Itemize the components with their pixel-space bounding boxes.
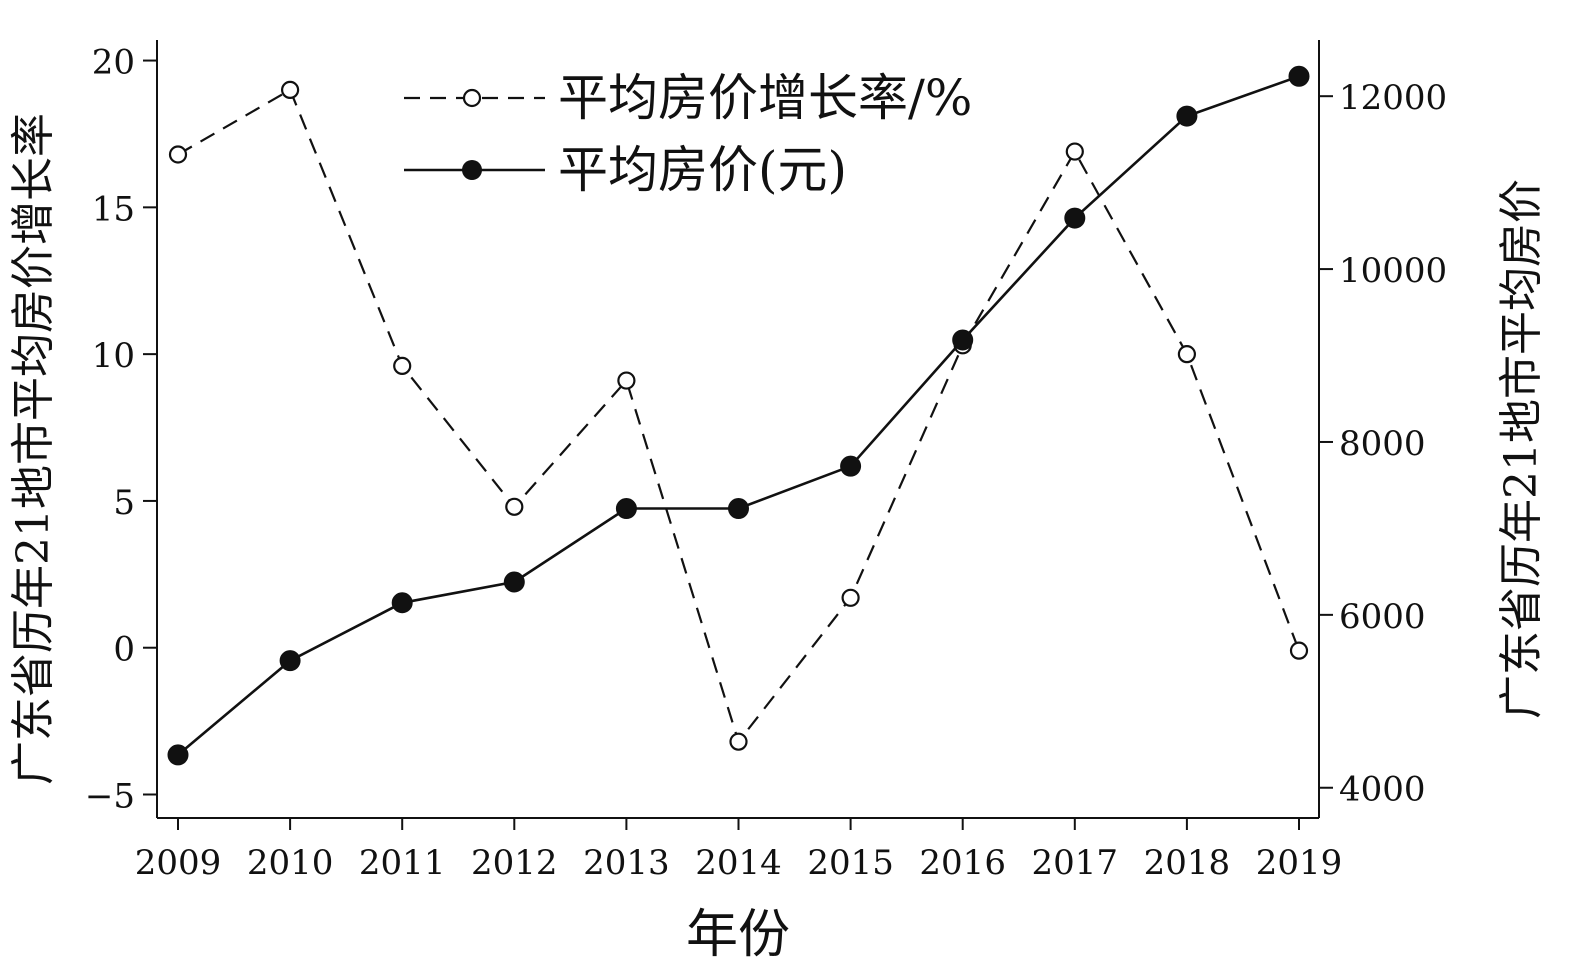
average-price-point xyxy=(503,571,525,593)
left-y-tick-label: −5 xyxy=(85,777,135,817)
average-price-point xyxy=(1176,105,1198,127)
left-y-axis-title: 广东省历年21地市平均房价增长率 xyxy=(8,113,59,785)
growth-rate-point xyxy=(617,371,636,390)
x-tick-label: 2019 xyxy=(1256,843,1343,883)
average-price-point xyxy=(1288,65,1310,87)
left-y-tick-label: 10 xyxy=(92,336,135,376)
average-price-point xyxy=(728,498,749,520)
legend-item-growth-rate: 平均房价增长率/% xyxy=(404,69,972,127)
left-y-tick-label: 5 xyxy=(113,483,135,523)
left-y-tick-label: 20 xyxy=(92,43,135,83)
right-y-tick-label: 6000 xyxy=(1339,597,1426,637)
average-price-point xyxy=(279,650,301,672)
x-tick-label: 2013 xyxy=(583,843,670,883)
x-tick-label: 2011 xyxy=(359,843,446,883)
x-tick-label: 2009 xyxy=(135,843,222,883)
legend-item-average-price: 平均房价(元) xyxy=(404,141,847,199)
growth-rate-point xyxy=(1289,641,1309,660)
average-price-point xyxy=(840,455,862,477)
right-y-tick-label: 8000 xyxy=(1339,424,1426,464)
x-tick-label: 2010 xyxy=(247,843,334,883)
average-price-point xyxy=(391,592,413,614)
average-price-point xyxy=(952,329,974,351)
legend-label: 平均房价(元) xyxy=(558,141,847,199)
growth-rate-point xyxy=(505,497,524,516)
growth-rate-point xyxy=(729,732,748,751)
right-y-tick-label: 4000 xyxy=(1339,770,1426,810)
growth-rate-point xyxy=(1177,345,1197,364)
series-layer xyxy=(167,65,1310,766)
average-price-point xyxy=(167,744,189,766)
x-tick-label: 2012 xyxy=(471,843,558,883)
left-y-tick-label: 0 xyxy=(113,630,135,670)
x-tick-label: 2015 xyxy=(807,843,894,883)
average-price-point xyxy=(615,498,637,520)
legend: 平均房价增长率/% 平均房价(元) xyxy=(404,69,972,199)
left-y-tick-label: 15 xyxy=(92,189,135,229)
series-average-price xyxy=(167,65,1310,766)
legend-marker xyxy=(462,88,482,108)
growth-rate-point xyxy=(1065,142,1084,161)
average-price-point xyxy=(1064,207,1086,229)
right-y-tick-label: 12000 xyxy=(1339,78,1447,118)
x-tick-label: 2014 xyxy=(695,843,782,883)
right-y-tick-label: 10000 xyxy=(1339,251,1447,291)
x-tick-label: 2018 xyxy=(1144,843,1231,883)
x-tick-label: 2016 xyxy=(919,843,1006,883)
legend-marker xyxy=(462,160,482,180)
right-y-axis-title: 广东省历年21地市平均房价 xyxy=(1496,179,1547,719)
growth-rate-point xyxy=(168,145,188,164)
x-axis-title: 年份 xyxy=(686,905,790,965)
growth-rate-point xyxy=(841,588,860,607)
growth-rate-point xyxy=(281,80,300,100)
x-tick-label: 2017 xyxy=(1032,843,1119,883)
series-growth-rate xyxy=(168,80,1309,751)
growth-rate-point xyxy=(393,356,412,375)
legend-label: 平均房价增长率/% xyxy=(558,69,972,127)
